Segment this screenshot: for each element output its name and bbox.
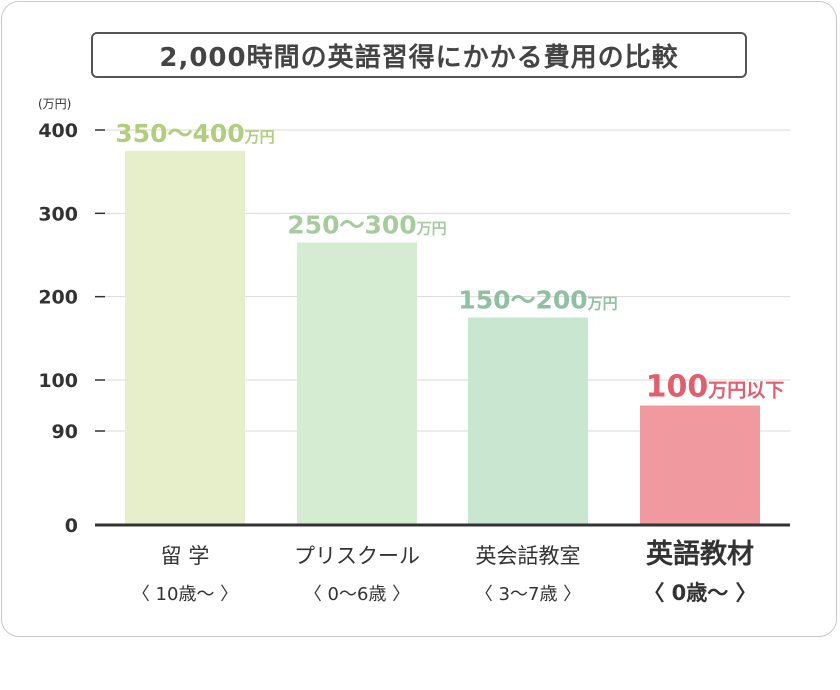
x-category-sublabel: 〈 3〜7歳 〉 bbox=[475, 584, 581, 605]
x-category-label: 留 学 bbox=[161, 544, 210, 568]
bar bbox=[125, 150, 245, 526]
data-label: 350〜400万円 bbox=[115, 119, 274, 148]
data-label: 250〜300万円 bbox=[287, 211, 446, 240]
x-category-sublabel: 〈 0〜6歳 〉 bbox=[304, 584, 410, 605]
data-label: 150〜200万円 bbox=[458, 286, 617, 315]
x-category-label: プリスクール bbox=[294, 544, 420, 568]
bar bbox=[297, 242, 417, 525]
y-axis-unit-label: (万円) bbox=[38, 97, 71, 111]
chart-title: 2,000時間の英語習得にかかる費用の比較 bbox=[159, 42, 679, 73]
y-tick-label: 0 bbox=[65, 515, 78, 537]
y-tick-label: 90 bbox=[52, 421, 78, 443]
bar bbox=[468, 317, 588, 525]
x-category-label: 英会話教室 bbox=[476, 544, 581, 568]
chart-title-box: 2,000時間の英語習得にかかる費用の比較 bbox=[91, 32, 747, 78]
y-tick-label: 400 bbox=[38, 120, 78, 142]
bar bbox=[640, 405, 760, 525]
y-tick-label: 300 bbox=[38, 203, 78, 225]
x-category-sublabel: 〈 10歳〜 〉 bbox=[132, 584, 238, 605]
y-tick-label: 100 bbox=[38, 370, 78, 392]
x-category-label: 英語教材 bbox=[646, 538, 754, 570]
y-tick-label: 200 bbox=[38, 287, 78, 309]
x-category-sublabel: 〈 0歳〜 〉 bbox=[643, 581, 756, 605]
data-label: 100万円以下 bbox=[646, 370, 785, 405]
